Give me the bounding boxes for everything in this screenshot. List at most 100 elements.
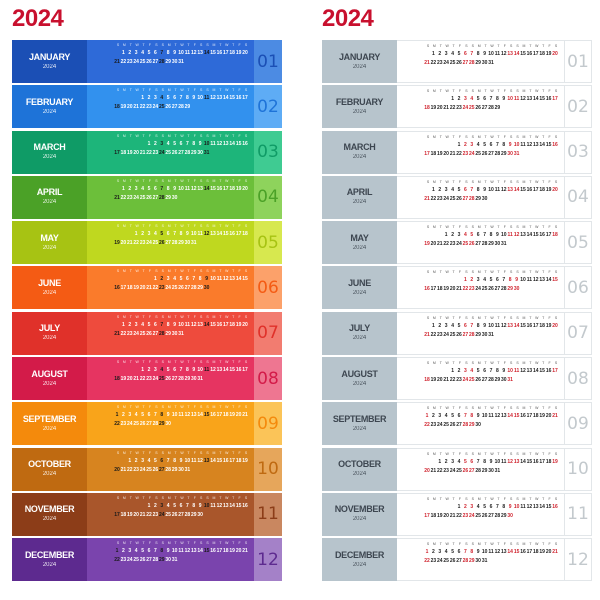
weekday-header: S <box>116 224 120 229</box>
day-number: 26 <box>165 104 171 111</box>
day-number: 22 <box>139 376 146 383</box>
weekday-header: T <box>187 224 190 229</box>
weekday-header: T <box>219 178 222 183</box>
calendar-title: 2024 <box>12 5 64 32</box>
weekday-header: F <box>193 450 196 455</box>
month-name-block: FEBRUARY 2024 <box>12 85 87 129</box>
month-row: JUNE 2024 S M T W T F S S M T W T F S S M T W T F S 1 2 3 4 5 6 7 8 9 10… <box>12 266 282 310</box>
day-number: 28 <box>469 60 475 66</box>
month-number: 04 <box>567 187 589 208</box>
day-number: 16 <box>526 186 533 193</box>
day-number: 20 <box>437 377 443 384</box>
weekday-header: F <box>238 360 241 365</box>
day-number: 5 <box>451 413 454 420</box>
day-number: 22 <box>449 377 456 384</box>
day-number: 29 <box>469 558 475 565</box>
day-number: 6 <box>464 51 467 57</box>
weekday-header: W <box>490 542 494 547</box>
day-number: 9 <box>483 322 486 329</box>
day-number: 24 <box>443 60 449 66</box>
day-number: 16 <box>520 549 526 556</box>
day-number: 8 <box>179 231 183 238</box>
day-number: 11 <box>494 322 501 329</box>
month-day-grid: S M T W T F S S M T W T F S S M T W T F S 1 2 3 4 5 6 7 8 9 10 11 12 13 14… <box>87 85 254 129</box>
day-number: 9 <box>483 186 486 193</box>
weekday-header: T <box>219 224 222 229</box>
day-number: 5 <box>147 321 151 328</box>
day-number: 16 <box>526 51 533 57</box>
day-number: 28 <box>191 285 197 292</box>
day-number: 7 <box>192 276 196 283</box>
day-number: 6 <box>166 231 170 238</box>
weekday-header: T <box>542 406 545 411</box>
weekday-header: S <box>510 315 513 320</box>
day-number: 28 <box>488 377 494 384</box>
weekday-header: W <box>225 269 229 274</box>
month-number-tab: 06 <box>254 266 282 310</box>
weekday-header: S <box>155 405 158 410</box>
weekday-header: T <box>142 450 145 455</box>
weekday-header: F <box>193 43 196 47</box>
day-number: 23 <box>120 421 127 428</box>
weekday-header: W <box>445 496 449 501</box>
day-number: 20 <box>545 413 552 420</box>
weekday-header: S <box>161 405 164 410</box>
day-number: 10 <box>488 51 494 57</box>
weekday-header: F <box>148 88 152 93</box>
day-number: 1 <box>154 276 157 283</box>
day-number: 22 <box>462 286 469 293</box>
weekday-header: F <box>238 224 241 229</box>
month-number-tab: 10 <box>254 447 282 491</box>
day-number: 26 <box>146 330 152 337</box>
weekday-header: M <box>122 495 126 500</box>
day-number: 12 <box>210 367 216 374</box>
day-number: 12 <box>494 549 501 556</box>
day-number: 23 <box>456 105 462 112</box>
month-name-block: AUGUST 2024 <box>322 357 397 401</box>
month-name-block: JUNE 2024 <box>12 266 87 310</box>
weekday-header: W <box>180 224 184 229</box>
weekday-header: M <box>432 406 436 411</box>
day-number: 12 <box>191 321 197 328</box>
day-number: 18 <box>437 286 443 293</box>
weekday-header: S <box>510 134 513 139</box>
weekday-header: F <box>193 314 196 319</box>
day-number: 18 <box>430 512 437 519</box>
day-number: 23 <box>437 60 443 66</box>
weekday-header: M <box>432 225 436 230</box>
day-number: 28 <box>494 512 501 519</box>
month-day-grid: S M T W T F S S M T W T F S S M T W T F S 1 2 3 4 5 6 7 8 9 10 11 12 13 14… <box>397 85 564 129</box>
weekday-header: W <box>445 134 449 139</box>
day-number: 18 <box>114 104 120 111</box>
month-number: 02 <box>567 96 589 117</box>
month-name: MARCH <box>343 142 376 153</box>
weekday-header: T <box>542 270 545 275</box>
day-number: 18 <box>223 548 229 555</box>
day-number: 5 <box>179 276 183 283</box>
weekday-header: T <box>187 269 190 274</box>
weekday-header: S <box>465 270 468 275</box>
day-number: 6 <box>147 412 151 419</box>
day-number: 2 <box>128 185 132 192</box>
day-number: 24 <box>443 331 449 338</box>
day-number: 6 <box>464 186 467 193</box>
day-number: 7 <box>154 548 157 555</box>
day-number: 25 <box>456 467 462 474</box>
day-number: 9 <box>205 276 208 283</box>
weekday-header: T <box>439 44 442 48</box>
day-number: 4 <box>141 185 144 192</box>
day-number: 30 <box>507 512 513 519</box>
month-number: 05 <box>257 232 279 253</box>
day-number: 13 <box>507 51 513 57</box>
weekday-header: W <box>225 314 229 319</box>
weekday-header: M <box>122 314 126 319</box>
day-number: 9 <box>476 413 480 420</box>
day-number: 27 <box>469 467 475 474</box>
weekday-header: S <box>471 270 474 275</box>
weekday-header: S <box>200 178 203 183</box>
weekday-header: T <box>439 225 442 230</box>
day-number: 16 <box>520 413 526 420</box>
weekday-header: S <box>426 315 430 320</box>
day-number: 24 <box>437 558 443 565</box>
day-number: 15 <box>229 367 235 374</box>
